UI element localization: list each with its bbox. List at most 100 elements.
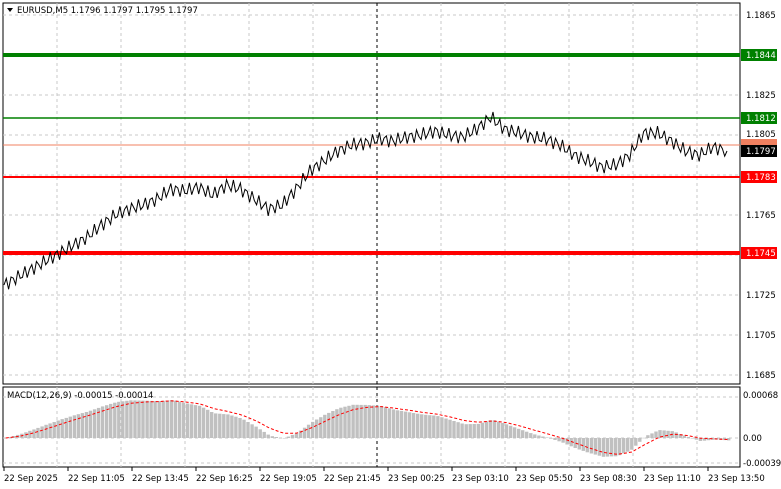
macd-bar <box>686 437 690 438</box>
macd-bar <box>638 438 642 442</box>
macd-bar <box>92 409 97 438</box>
triangle-down-icon[interactable] <box>7 8 13 12</box>
macd-bar <box>650 433 654 438</box>
level-badge-text: 1.1745 <box>746 249 776 259</box>
macd-bar <box>436 416 440 438</box>
symbol-header: EURUSD,M5 1.1796 1.1797 1.1795 1.1797 <box>17 6 198 16</box>
macd-bar <box>646 435 650 438</box>
macd-bar <box>294 433 299 438</box>
macd-bar <box>407 412 412 438</box>
macd-bar <box>533 434 537 438</box>
macd-bar <box>727 438 731 441</box>
level-badge-red-thick <box>741 247 777 259</box>
macd-bar <box>8 437 12 438</box>
macd-bar <box>327 412 331 438</box>
macd-bar <box>613 438 618 457</box>
macd-bar <box>682 435 686 438</box>
price-tick: 1.1805 <box>746 130 776 140</box>
macd-bar <box>52 422 56 438</box>
level-badge-green-thick <box>741 49 777 61</box>
macd-bar <box>193 405 198 438</box>
macd-bar <box>189 404 194 438</box>
price-scale[interactable]: 1.1865 1.1825 1.1805 1.1765 1.1725 1.170… <box>741 11 777 381</box>
current-price-badge <box>741 145 777 157</box>
macd-bar <box>634 438 638 446</box>
macd-bar <box>517 428 521 438</box>
macd-bar <box>44 424 48 438</box>
macd-bar <box>28 430 32 438</box>
macd-bar <box>420 414 424 438</box>
macd-bar <box>367 405 371 438</box>
macd-bar <box>254 426 258 438</box>
macd-bar <box>525 431 529 438</box>
macd-bar <box>246 422 250 438</box>
price-tick: 1.1705 <box>746 331 776 341</box>
macd-bar <box>642 437 646 439</box>
macd-bar <box>403 411 408 438</box>
price-tick: 1.1725 <box>746 291 776 301</box>
macd-bar <box>218 413 222 438</box>
macd-bar <box>609 438 614 457</box>
macd-bar <box>512 427 517 438</box>
macd-bar <box>678 434 682 438</box>
macd-bar <box>153 401 157 438</box>
macd-bar <box>391 409 396 438</box>
time-label: 23 Sep 00:25 <box>388 474 445 484</box>
macd-bar <box>622 438 626 454</box>
macd-bar <box>347 405 351 438</box>
macd-bar <box>496 421 501 438</box>
macd-bar <box>492 420 497 438</box>
macd-bar <box>234 416 238 438</box>
macd-bar <box>149 400 153 438</box>
price-panel[interactable] <box>2 2 741 385</box>
time-label: 23 Sep 08:30 <box>580 474 637 484</box>
macd-bar <box>185 403 190 438</box>
macd-bar <box>504 424 509 438</box>
macd-bar <box>573 438 577 448</box>
time-label: 23 Sep 11:10 <box>644 474 701 484</box>
macd-bar <box>589 438 594 454</box>
macd-bar <box>706 438 711 441</box>
macd-bar <box>626 438 630 452</box>
macd-bar <box>674 432 678 438</box>
macd-bar <box>464 424 468 438</box>
macd-bar <box>339 407 343 438</box>
macd-bar <box>617 438 622 456</box>
macd-bar <box>468 424 472 438</box>
macd-bar <box>698 438 703 441</box>
macd-bar <box>351 404 355 438</box>
macd-bar <box>488 420 493 438</box>
macd-bar <box>383 407 388 438</box>
macd-bar <box>480 422 484 438</box>
current-price-text: 1.1797 <box>746 147 776 157</box>
macd-bar <box>133 400 137 438</box>
macd-bar <box>100 406 105 438</box>
macd-bar <box>270 436 274 438</box>
macd-scale[interactable]: 0.00068 0.00 -0.00039 <box>743 391 781 469</box>
macd-bar <box>529 433 533 438</box>
macd-bar <box>541 436 545 438</box>
macd-tick: -0.00039 <box>743 459 781 469</box>
macd-bar <box>161 400 165 438</box>
macd-bar <box>577 438 581 450</box>
macd-bar <box>630 438 634 450</box>
macd-bar <box>601 438 606 457</box>
macd-bar <box>387 408 392 438</box>
macd-bar <box>315 419 319 438</box>
macd-bar <box>456 422 460 438</box>
macd-label: MACD(12,26,9) -0.00015 -0.00014 <box>7 391 153 401</box>
macd-bar <box>125 400 129 438</box>
price-tick: 1.1825 <box>746 91 776 101</box>
time-axis[interactable]: 22 Sep 2025 22 Sep 11:05 22 Sep 13:45 22 Se… <box>3 467 765 484</box>
macd-bar <box>157 401 161 438</box>
time-label: 23 Sep 05:50 <box>516 474 573 484</box>
macd-bar <box>399 410 404 438</box>
macd-bar <box>375 405 379 438</box>
macd-bar <box>222 414 226 438</box>
macd-bar <box>250 424 254 438</box>
macd-signal-line <box>5 400 729 455</box>
level-badge-text: 1.1783 <box>746 173 776 183</box>
macd-bar <box>230 415 234 438</box>
macd-bar <box>4 438 8 439</box>
